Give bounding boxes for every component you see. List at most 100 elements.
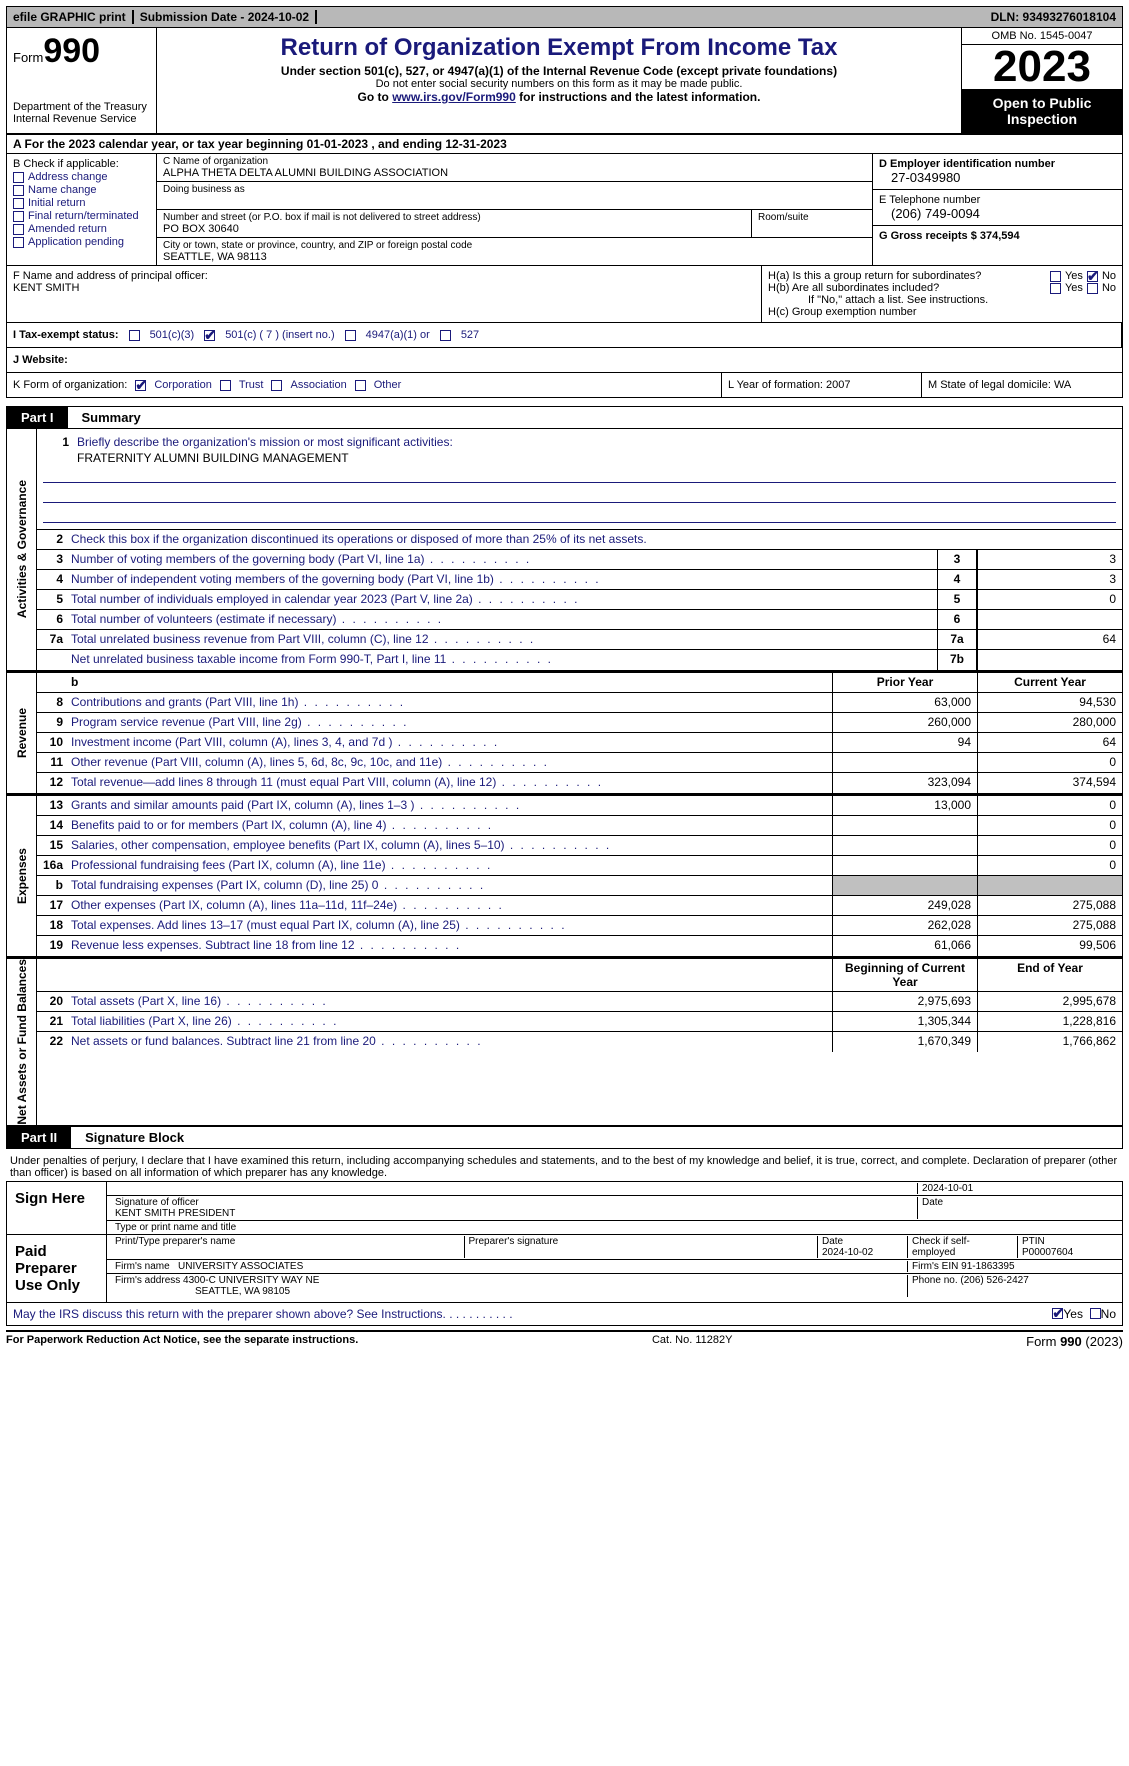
- part-1-header: Part I Summary: [6, 406, 1123, 429]
- chk-final-return[interactable]: [13, 211, 24, 222]
- subtitle-3: Go to www.irs.gov/Form990 for instructio…: [167, 90, 951, 104]
- vlabel-net: Net Assets or Fund Balances: [15, 959, 29, 1125]
- dln: DLN: 93493276018104: [985, 10, 1122, 24]
- tax-year: 2023: [962, 45, 1122, 89]
- dba-label: Doing business as: [163, 184, 866, 195]
- part-1-label: Part I: [7, 407, 68, 428]
- sig-officer-label: Signature of officer: [115, 1197, 199, 1208]
- firm-addr2: SEATTLE, WA 98105: [115, 1286, 290, 1297]
- box-c: C Name of organization ALPHA THETA DELTA…: [157, 154, 872, 265]
- chk-4947[interactable]: [345, 330, 356, 341]
- sign-date: 2024-10-01: [922, 1183, 973, 1194]
- chk-other[interactable]: [355, 380, 366, 391]
- lbl-address-change: Address change: [28, 171, 108, 183]
- lbl-name-change: Name change: [28, 184, 97, 196]
- chk-discuss-yes[interactable]: [1052, 1308, 1063, 1319]
- form-no: 990: [43, 32, 100, 70]
- chk-527[interactable]: [440, 330, 451, 341]
- state-domicile: M State of legal domicile: WA: [922, 373, 1122, 397]
- sign-here-label: Sign Here: [7, 1182, 107, 1234]
- hdr-prior: Prior Year: [832, 673, 977, 692]
- goto-post: for instructions and the latest informat…: [516, 90, 761, 104]
- paid-preparer-label: Paid Preparer Use Only: [7, 1235, 107, 1302]
- firm-addr1: 4300-C UNIVERSITY WAY NE: [183, 1275, 319, 1286]
- chk-hb-no[interactable]: [1087, 283, 1098, 294]
- hdr-curr: Current Year: [977, 673, 1122, 692]
- chk-application-pending[interactable]: [13, 237, 24, 248]
- summary-revenue: Revenue bPrior YearCurrent Year 8Contrib…: [6, 671, 1123, 794]
- prep-sig-label: Preparer's signature: [465, 1236, 819, 1258]
- firm-name: UNIVERSITY ASSOCIATES: [178, 1261, 303, 1272]
- tax-status-label: I Tax-exempt status:: [13, 329, 119, 341]
- form-title: Return of Organization Exempt From Incom…: [167, 34, 951, 62]
- phone-label: E Telephone number: [879, 194, 1116, 206]
- row-klm: K Form of organization: Corporation Trus…: [6, 373, 1123, 398]
- box-de: D Employer identification number 27-0349…: [872, 154, 1122, 265]
- lbl-application-pending: Application pending: [28, 236, 124, 248]
- row-j: J Website:: [6, 348, 1123, 373]
- prep-name-label: Print/Type preparer's name: [111, 1236, 465, 1258]
- chk-initial-return[interactable]: [13, 198, 24, 209]
- gross-receipts: G Gross receipts $ 374,594: [879, 230, 1116, 242]
- sign-here-block: Sign Here 2024-10-01 Signature of office…: [6, 1181, 1123, 1235]
- form-footer: Form 990 (2023): [1026, 1334, 1123, 1349]
- vlabel-governance: Activities & Governance: [15, 480, 29, 618]
- firm-ein-label: Firm's EIN: [912, 1261, 958, 1272]
- chk-ha-yes[interactable]: [1050, 271, 1061, 282]
- h-b-label: H(b) Are all subordinates included?: [768, 282, 939, 294]
- part-1-name: Summary: [68, 407, 1122, 428]
- efile-label: efile GRAPHIC print: [7, 10, 134, 24]
- hdr-beg: Beginning of Current Year: [832, 959, 977, 991]
- summary-governance: Activities & Governance 1Briefly describ…: [6, 429, 1123, 671]
- form-org-label: K Form of organization:: [13, 379, 127, 391]
- officer-name: KENT SMITH: [13, 282, 755, 294]
- lbl-final-return: Final return/terminated: [28, 210, 139, 222]
- city: SEATTLE, WA 98113: [163, 251, 866, 263]
- hdr-end: End of Year: [977, 959, 1122, 991]
- lbl-amended-return: Amended return: [28, 223, 107, 235]
- line1-label: Briefly describe the organization's miss…: [73, 433, 1116, 451]
- chk-501c[interactable]: [204, 330, 215, 341]
- h-a-label: H(a) Is this a group return for subordin…: [768, 270, 981, 282]
- penalties-text: Under penalties of perjury, I declare th…: [6, 1153, 1123, 1181]
- chk-association[interactable]: [271, 380, 282, 391]
- subtitle-2: Do not enter social security numbers on …: [167, 78, 951, 90]
- prep-selfemp-label: Check if self-employed: [912, 1236, 970, 1258]
- chk-name-change[interactable]: [13, 185, 24, 196]
- dept-label: Department of the Treasury Internal Reve…: [13, 101, 150, 125]
- topbar: efile GRAPHIC print Submission Date - 20…: [6, 6, 1123, 28]
- room-label: Room/suite: [758, 212, 866, 223]
- officer-label: F Name and address of principal officer:: [13, 270, 755, 282]
- chk-hb-yes[interactable]: [1050, 283, 1061, 294]
- summary-expenses: Expenses 13Grants and similar amounts pa…: [6, 794, 1123, 957]
- firm-ein: 91-1863395: [961, 1261, 1014, 1272]
- org-name: ALPHA THETA DELTA ALUMNI BUILDING ASSOCI…: [163, 167, 866, 179]
- firm-name-label: Firm's name: [115, 1261, 170, 1272]
- chk-amended-return[interactable]: [13, 224, 24, 235]
- mission-text: FRATERNITY ALUMNI BUILDING MANAGEMENT: [43, 451, 1116, 465]
- prep-date: 2024-10-02: [822, 1247, 873, 1258]
- prep-date-label: Date: [822, 1236, 843, 1247]
- chk-address-change[interactable]: [13, 172, 24, 183]
- vlabel-revenue: Revenue: [15, 708, 29, 758]
- box-b-label: B Check if applicable:: [13, 158, 150, 170]
- chk-discuss-no[interactable]: [1090, 1308, 1101, 1319]
- vlabel-expenses: Expenses: [15, 848, 29, 904]
- firm-addr-label: Firm's address: [115, 1275, 180, 1286]
- chk-ha-no[interactable]: [1087, 271, 1098, 282]
- chk-corporation[interactable]: [135, 380, 146, 391]
- paid-preparer-block: Paid Preparer Use Only Print/Type prepar…: [6, 1235, 1123, 1303]
- firm-phone: (206) 526-2427: [960, 1275, 1028, 1286]
- chk-501c3[interactable]: [129, 330, 140, 341]
- subtitle-1: Under section 501(c), 527, or 4947(a)(1)…: [167, 64, 951, 78]
- sig-officer: KENT SMITH PRESIDENT: [115, 1208, 235, 1219]
- address-label: Number and street (or P.O. box if mail i…: [163, 212, 745, 223]
- form-prefix: Form: [13, 50, 43, 65]
- footer: For Paperwork Reduction Act Notice, see …: [6, 1330, 1123, 1349]
- entity-block: B Check if applicable: Address change Na…: [6, 154, 1123, 266]
- form990-link[interactable]: www.irs.gov/Form990: [392, 90, 516, 104]
- row-a-tax-year: A For the 2023 calendar year, or tax yea…: [6, 133, 1123, 154]
- h-c-label: H(c) Group exemption number: [768, 306, 1116, 318]
- chk-trust[interactable]: [220, 380, 231, 391]
- ptin: P00007604: [1022, 1247, 1073, 1258]
